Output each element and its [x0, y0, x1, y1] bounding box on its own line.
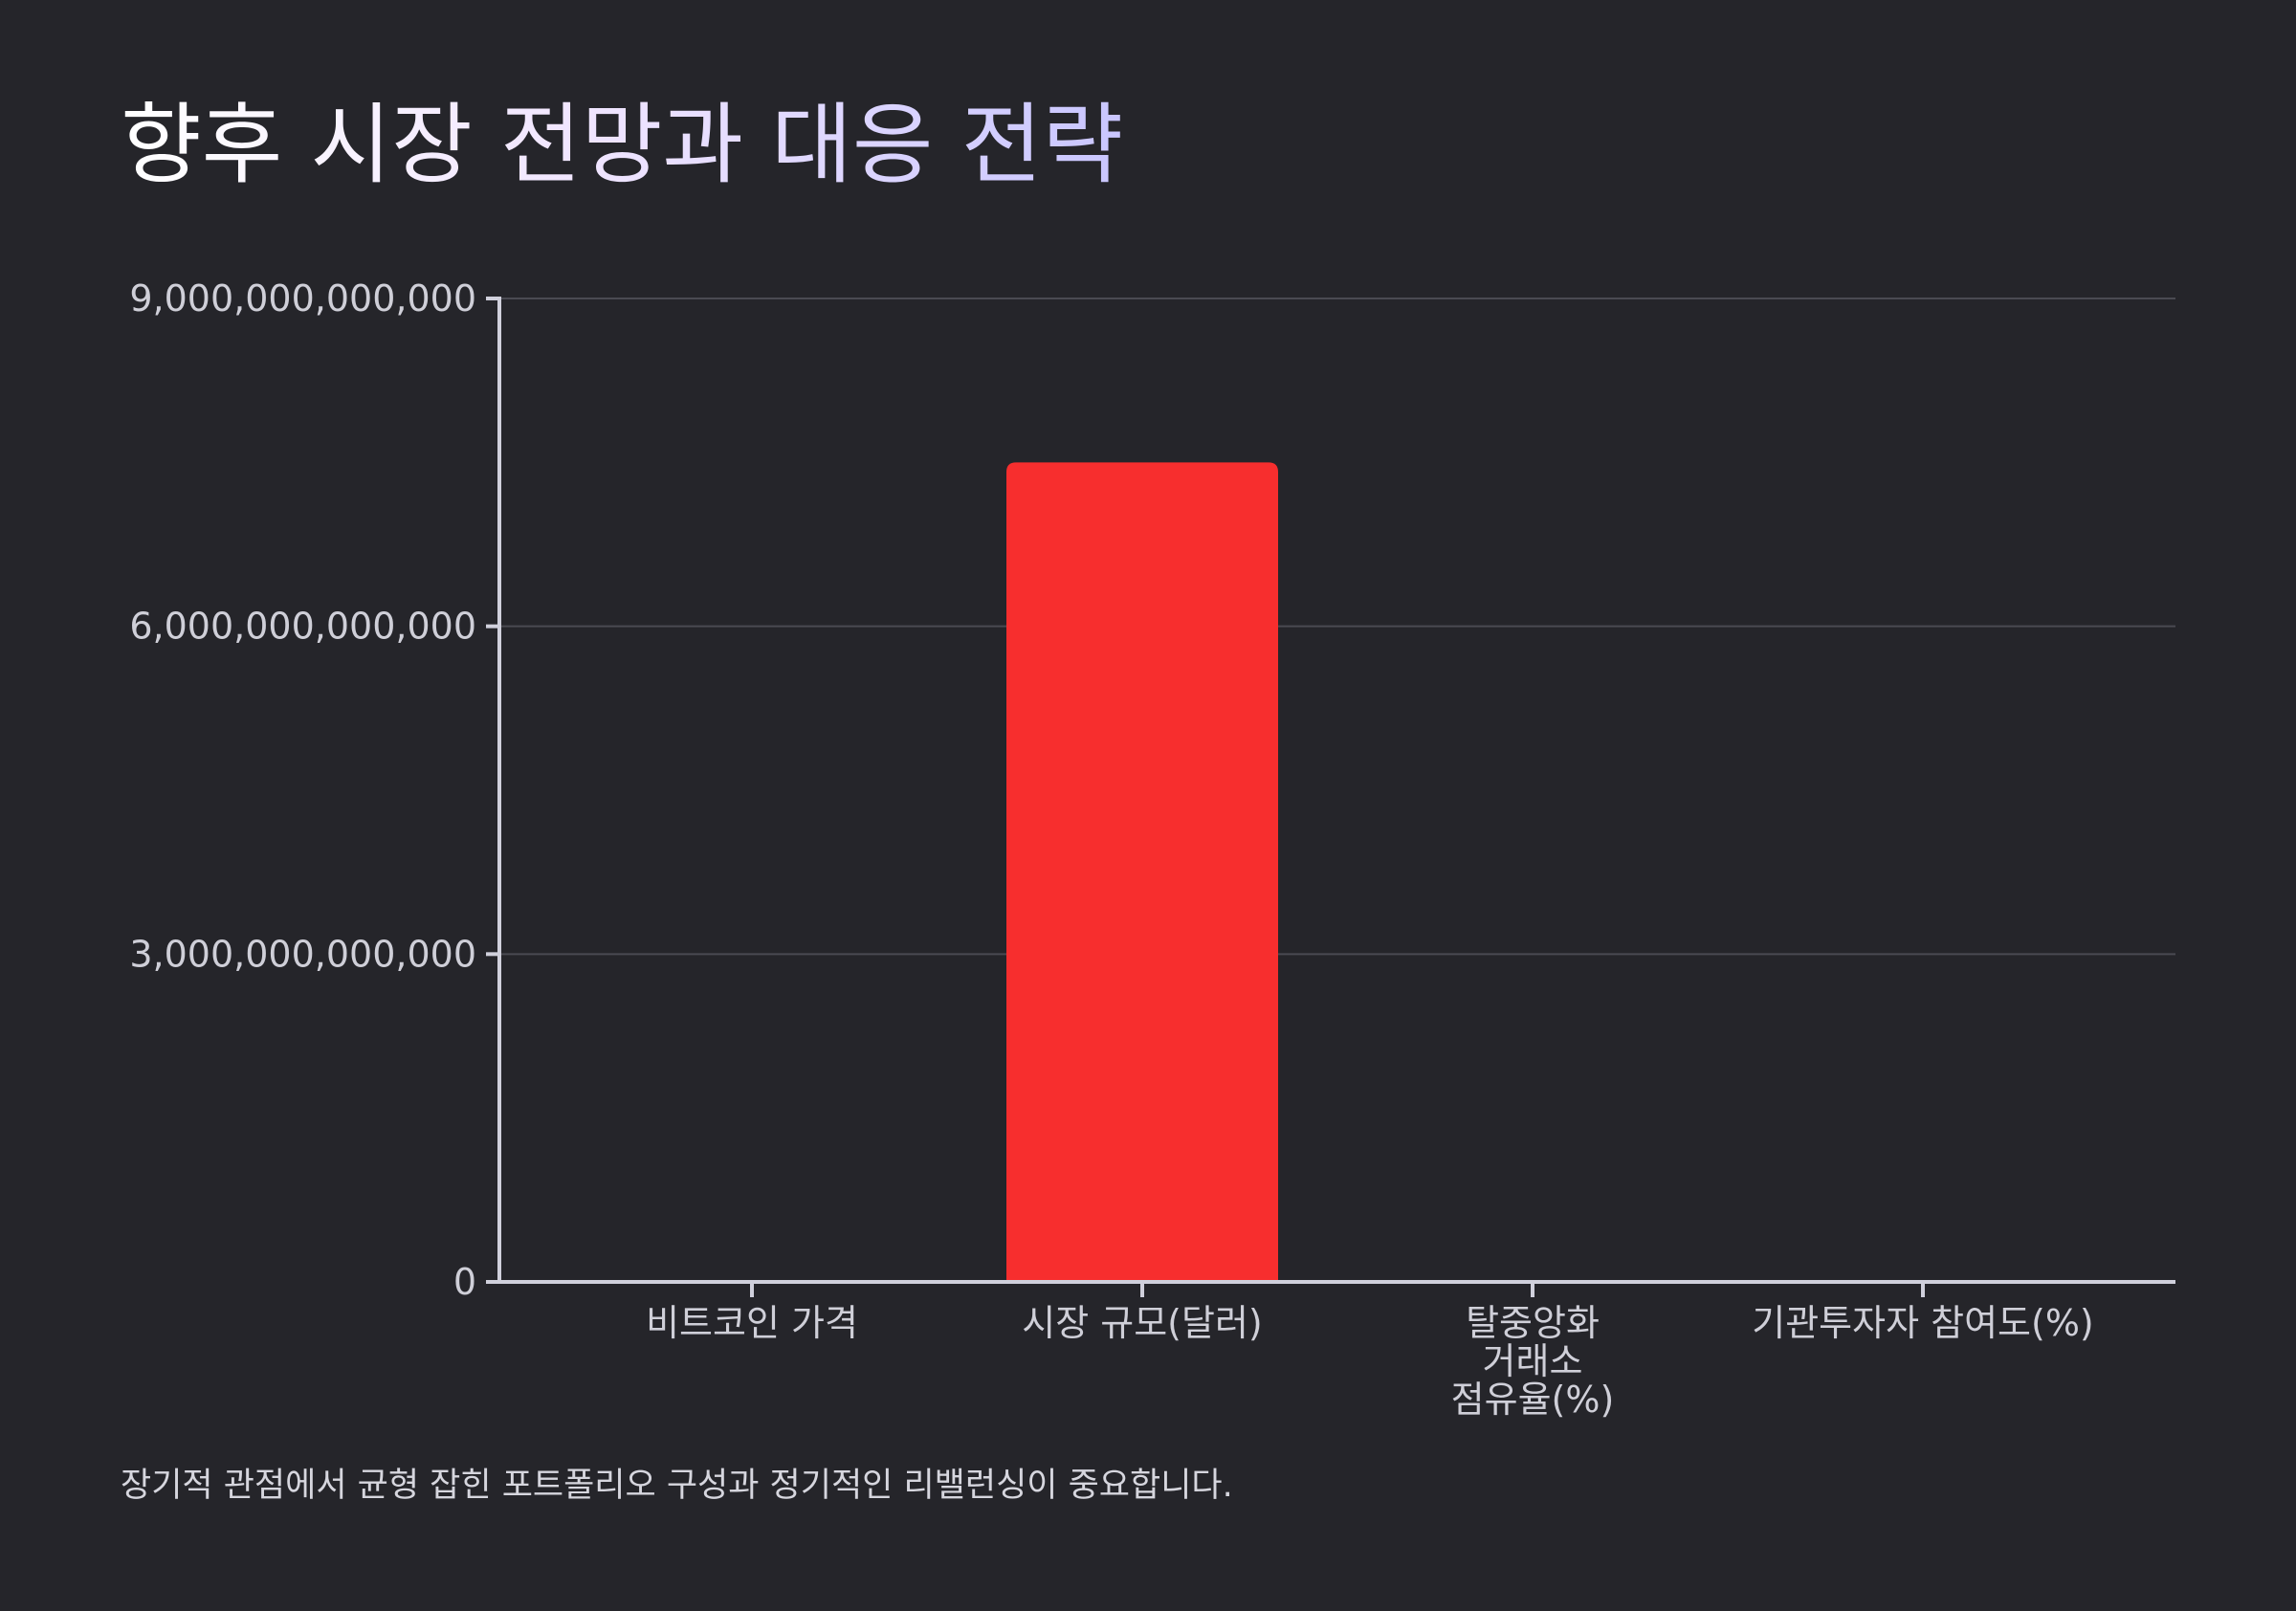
- y-tick-label: 0: [453, 1261, 476, 1303]
- axes: [486, 297, 2175, 1297]
- y-tick-label: 6,000,000,000,000: [129, 606, 476, 648]
- y-tick-label: 9,000,000,000,000: [129, 277, 476, 320]
- x-tick-label-line: 시장 규모(달러): [1022, 1302, 1263, 1344]
- y-tick-label: 3,000,000,000,000: [129, 933, 476, 975]
- chart-caption: 장기적 관점에서 균형 잡힌 포트폴리오 구성과 정기적인 리밸런싱이 중요합니…: [121, 1467, 1233, 1505]
- bars: [616, 462, 2059, 1282]
- x-tick-label: 기관투자자 참여도(%): [1752, 1302, 2094, 1344]
- grid-lines: [499, 298, 2175, 956]
- x-tick-label-line: 비트코인 가격: [646, 1302, 858, 1344]
- page-title: 향후 시장 전망과 대응 전략: [121, 88, 1123, 203]
- x-tick-label-line: 점유율(%): [1451, 1379, 1615, 1421]
- x-tick-label-line: 탈중앙화: [1466, 1302, 1600, 1344]
- x-tick-label-line: 거래소: [1483, 1340, 1583, 1382]
- x-tick-label: 시장 규모(달러): [1022, 1302, 1263, 1344]
- bar-2: [1006, 462, 1278, 1282]
- x-tick-label-line: 기관투자자 참여도(%): [1752, 1302, 2094, 1344]
- x-tick-label: 탈중앙화 거래소 점유율(%): [1451, 1302, 1615, 1421]
- tick-labels: 0 3,000,000,000,000 6,000,000,000,000 9,000…: [129, 277, 2093, 1421]
- x-tick-label: 비트코인 가격: [646, 1302, 858, 1344]
